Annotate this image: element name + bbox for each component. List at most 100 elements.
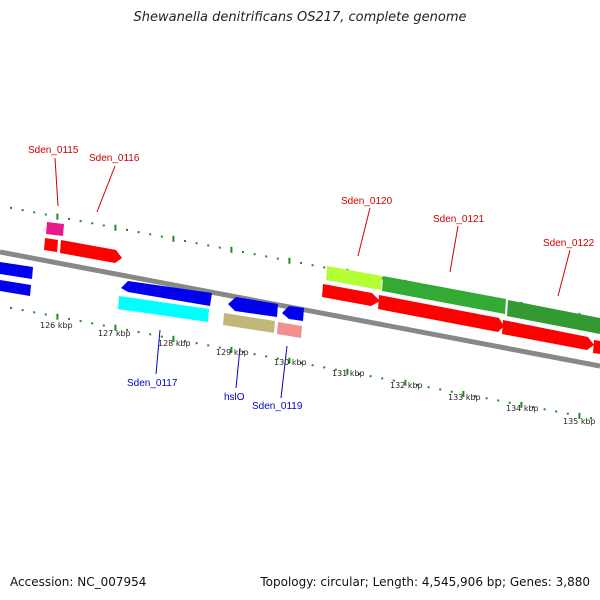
tick-mark (265, 355, 268, 358)
accession-text: Accession: NC_007954 (10, 575, 147, 589)
tick-mark (416, 384, 418, 386)
tick-mark (218, 246, 221, 249)
leader-sden-0121 (449, 225, 459, 273)
tick-mark (114, 224, 117, 231)
tick-mark (358, 373, 360, 375)
tick-mark (21, 209, 24, 212)
gene-left-edge-1[interactable] (0, 262, 33, 279)
tick-mark (184, 340, 186, 342)
tick-mark (381, 277, 384, 280)
tick-mark (427, 386, 430, 389)
tick-mark (404, 379, 407, 386)
genome-title: Shewanella denitrificans OS217, complete… (133, 10, 467, 25)
gene-hslo[interactable] (228, 297, 278, 317)
tick-mark (555, 410, 558, 413)
kbp-labels: 126 kbp 127 kbp 128 kbp 129 kbp 130 kbp … (40, 321, 596, 426)
tick-mark (137, 231, 140, 234)
tick-mark (590, 417, 592, 420)
gene-sden-0122-cds[interactable] (502, 320, 594, 350)
gene-sden-0121[interactable] (382, 276, 506, 314)
tick-mark (218, 346, 221, 349)
label-sden-0122[interactable]: Sden_0122 (543, 238, 595, 249)
forward-strand-genes (44, 222, 600, 354)
kbp-label: 134 kbp (506, 404, 539, 413)
gene-next-cds[interactable] (593, 340, 600, 354)
tick-mark (392, 379, 395, 382)
gene-sden-0115[interactable] (46, 222, 64, 236)
kbp-label: 128 kbp (158, 339, 191, 348)
tick-mark (532, 406, 534, 409)
kbp-label: 127 kbp (98, 329, 131, 338)
label-sden-0117[interactable]: Sden_0117 (127, 378, 178, 389)
tick-mark (566, 412, 569, 415)
tick-mark (346, 368, 349, 375)
tick-mark (44, 313, 47, 316)
tick-mark (149, 233, 152, 236)
reverse-strand-genes (0, 262, 304, 338)
label-hslo[interactable]: hslO (224, 392, 245, 403)
tick-mark (311, 364, 314, 367)
tick-mark (160, 335, 163, 338)
gene-hslo-cds[interactable] (223, 313, 275, 333)
label-sden-0121[interactable]: Sden_0121 (433, 214, 485, 225)
tick-mark (578, 412, 581, 419)
kbp-label: 133 kbp (448, 393, 481, 402)
tick-mark (10, 206, 12, 209)
tick-mark (474, 395, 476, 398)
tick-mark (33, 211, 36, 214)
kbp-label: 131 kbp (332, 369, 365, 378)
gene-sden-0116[interactable] (60, 240, 122, 263)
tick-mark (172, 335, 175, 342)
leader-sden-0120 (357, 207, 371, 257)
tick-mark (68, 317, 70, 320)
gene-sden-0119[interactable] (282, 306, 304, 321)
tick-mark (543, 408, 546, 411)
gene-sden-0120-cds[interactable] (322, 284, 380, 306)
tick-mark (439, 388, 442, 391)
label-sden-0115[interactable]: Sden_0115 (28, 145, 79, 156)
tick-mark (184, 240, 186, 242)
gene-sden-0119-cds[interactable] (277, 322, 302, 338)
tick-mark (56, 313, 59, 320)
tick-mark (276, 357, 279, 360)
gene-sden-0117-cds[interactable] (118, 296, 209, 322)
tick-mark (288, 357, 291, 364)
tick-mark (334, 368, 337, 371)
tick-mark (369, 375, 372, 378)
tick-mark (160, 235, 163, 238)
tick-mark (276, 257, 279, 260)
gene-sden-0121-cds[interactable] (378, 295, 504, 332)
leader-sden-0117 (155, 329, 161, 375)
tick-mark (242, 351, 244, 353)
tick-mark (44, 213, 47, 216)
tick-mark (230, 246, 233, 253)
gene-sden-0115-fragment[interactable] (44, 238, 58, 252)
tick-mark (300, 362, 302, 364)
tick-mark (311, 264, 314, 267)
label-sden-0119[interactable]: Sden_0119 (252, 401, 303, 412)
tick-mark (33, 311, 36, 314)
gene-sden-0122[interactable] (507, 300, 600, 334)
tick-mark (68, 217, 70, 220)
tick-mark (288, 257, 291, 264)
kbp-label: 130 kbp (274, 358, 307, 367)
tick-mark (520, 401, 523, 408)
gene-sden-0117[interactable] (121, 281, 212, 306)
tick-mark (114, 324, 117, 331)
tick-mark (323, 266, 326, 269)
leader-sden-0119 (280, 345, 288, 399)
leader-sden-0115 (54, 157, 59, 207)
tick-mark (323, 366, 326, 369)
gene-left-edge-2[interactable] (0, 280, 31, 296)
tick-mark (207, 344, 210, 347)
tick-mark (172, 235, 175, 242)
leader-sden-0122 (557, 249, 571, 297)
tick-mark (462, 390, 465, 397)
tick-mark (149, 333, 152, 336)
tick-mark (102, 324, 105, 327)
gene-sden-0120[interactable] (326, 266, 382, 290)
label-sden-0120[interactable]: Sden_0120 (341, 196, 393, 207)
label-sden-0116[interactable]: Sden_0116 (89, 153, 140, 164)
tick-mark (137, 331, 140, 334)
